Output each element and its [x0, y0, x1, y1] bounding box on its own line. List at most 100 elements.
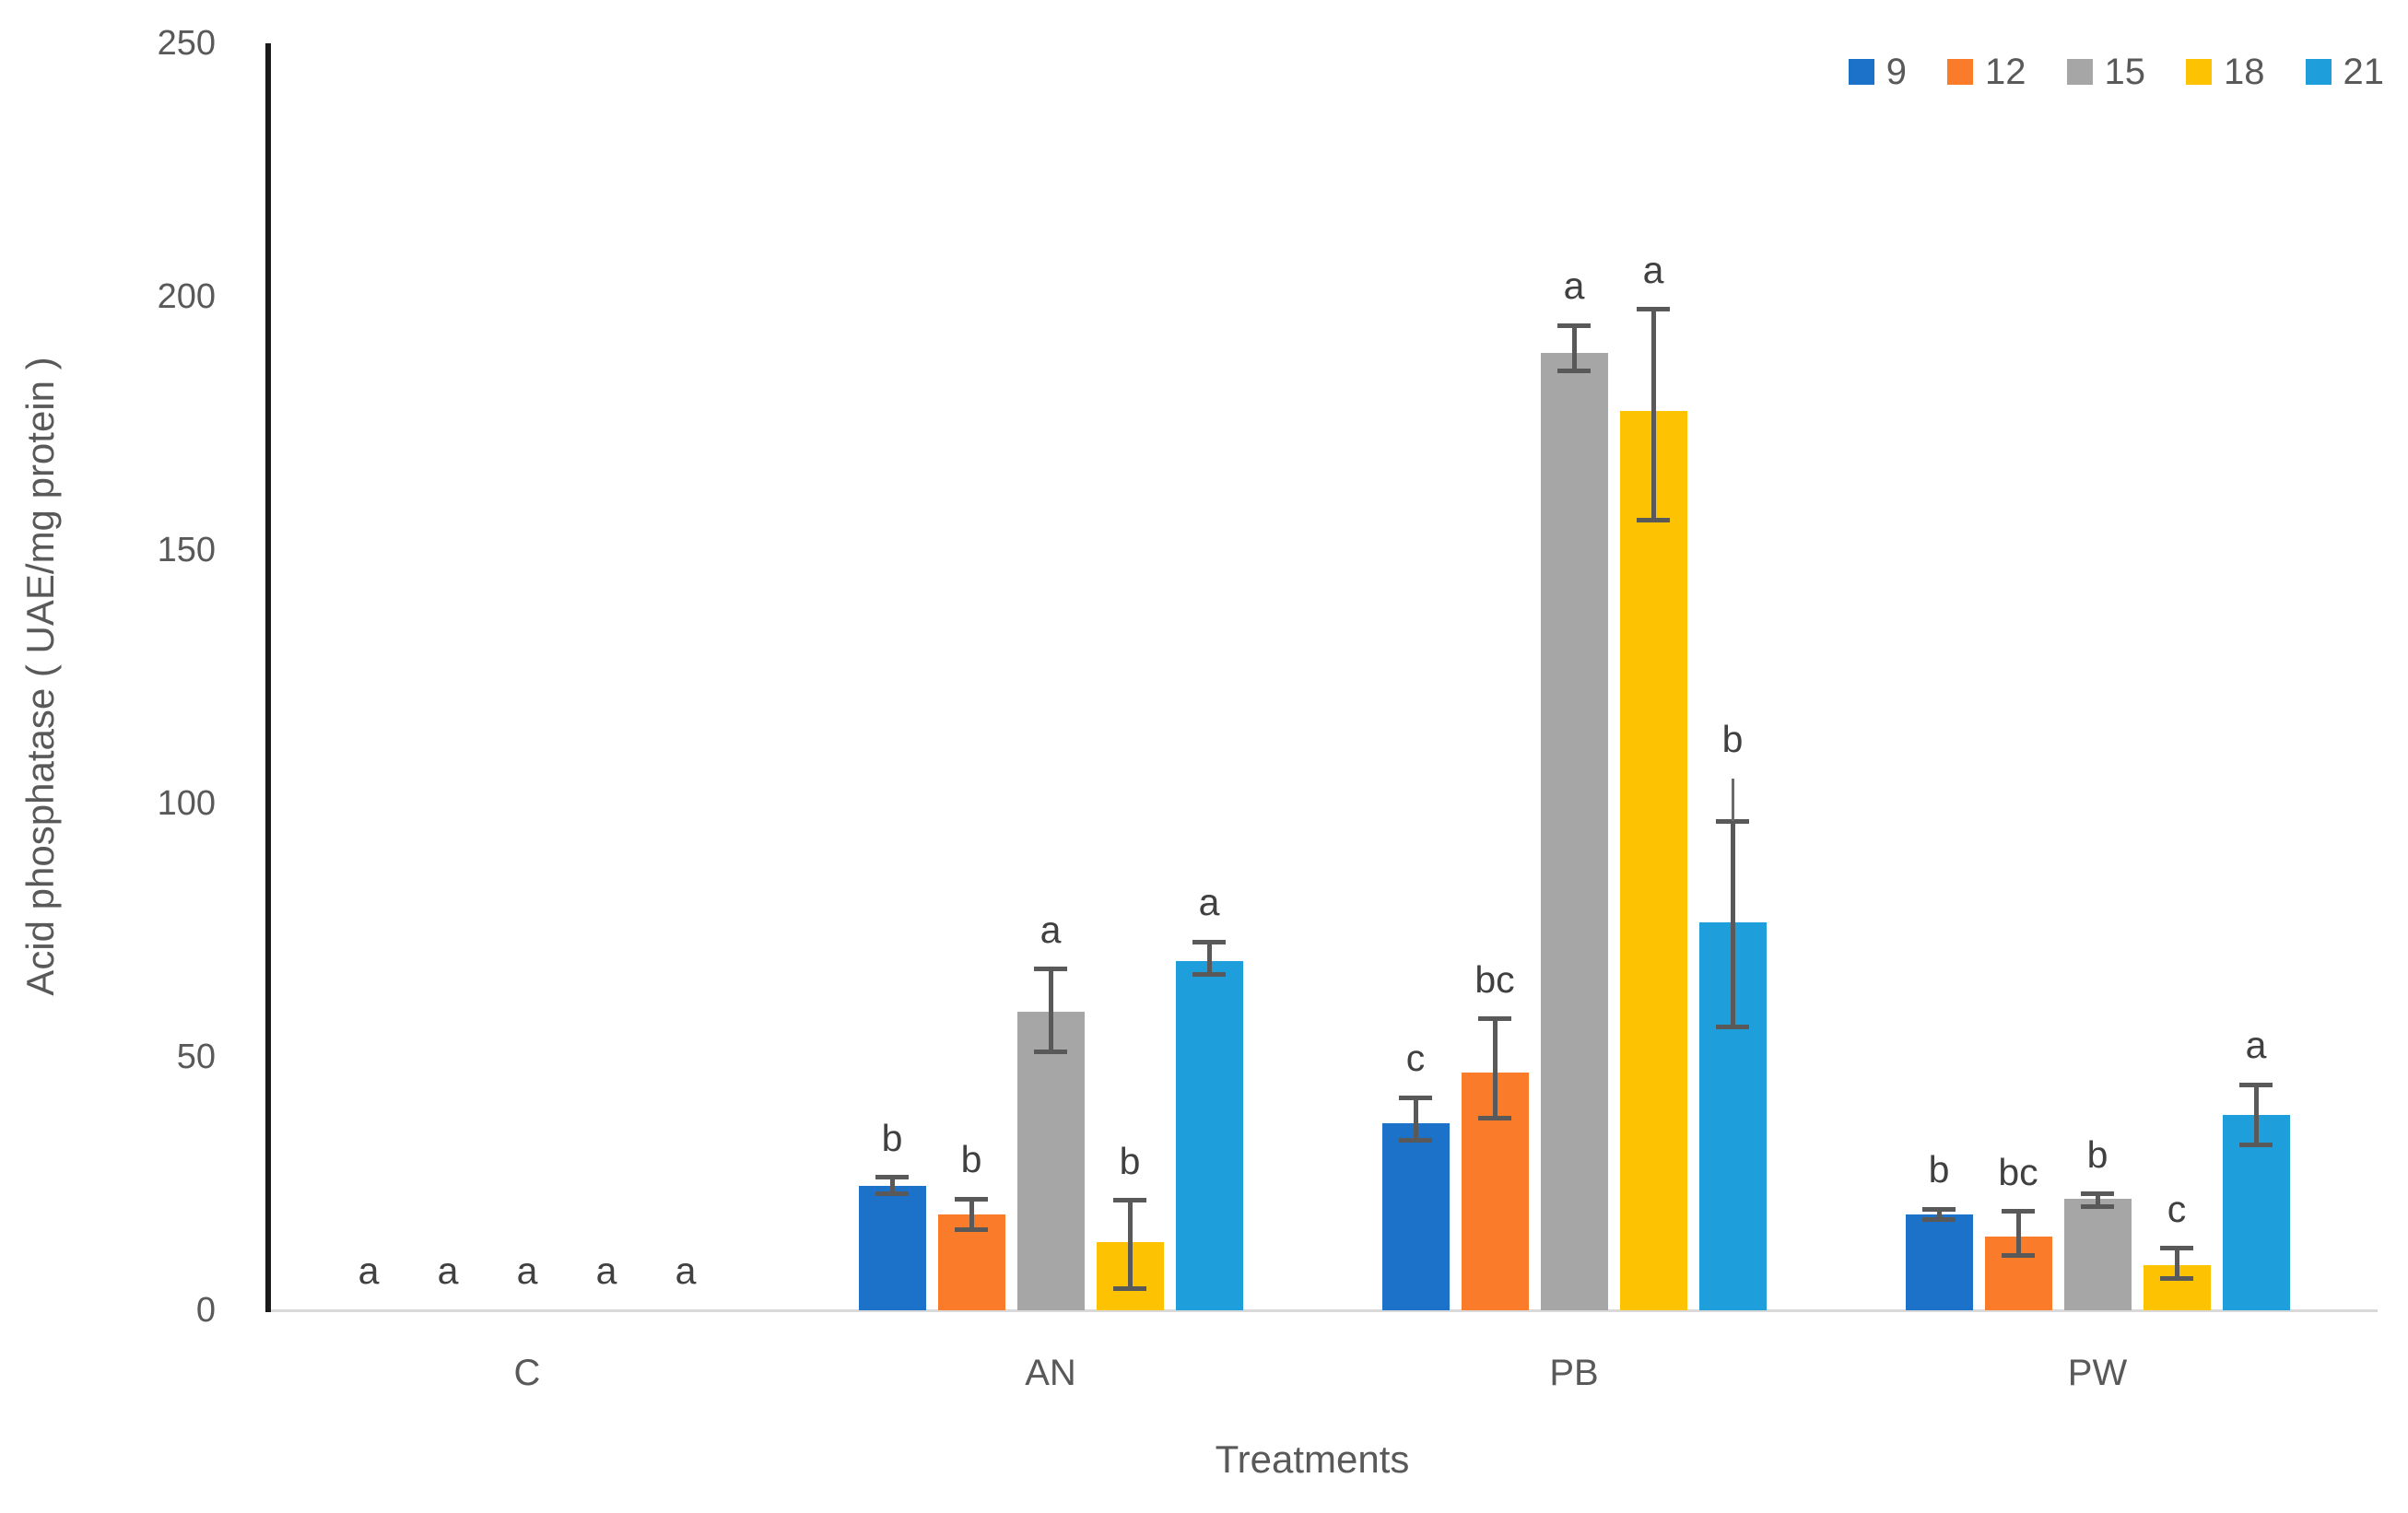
error-cap-top-PW-12 [2002, 1209, 2035, 1214]
sig-letter-PW-18: c [2167, 1187, 2187, 1230]
bar-slot-AN-15: a [1016, 43, 1085, 1310]
x-category-label-AN: AN [1025, 1353, 1076, 1393]
bar-slot-C-18: a [573, 43, 640, 1310]
error-bar-PB-21 [1730, 821, 1735, 1026]
bar-slot-AN-9: b [858, 43, 926, 1310]
error-cap-bottom-PB-18 [1637, 517, 1670, 522]
error-cap-top-AN-9 [875, 1175, 909, 1180]
error-bar-PB-12 [1492, 1018, 1498, 1118]
error-cap-bottom-AN-12 [955, 1226, 988, 1232]
sig-letter-C-21: a [675, 1249, 697, 1292]
bar-slot-PB-15: a [1540, 43, 1608, 1310]
sig-letter-PB-12: bc [1474, 957, 1515, 1001]
bar-slot-PW-12: bc [1984, 43, 2052, 1310]
legend: 9 12 15 18 21 [1848, 52, 2385, 92]
error-cap-top-PW-21 [2239, 1082, 2273, 1087]
x-axis-title: Treatments [1215, 1437, 1410, 1481]
error-cap-top-PB-15 [1557, 323, 1591, 328]
sig-letter-PB-18: a [1642, 248, 1664, 291]
bar-PB-18 [1619, 410, 1687, 1310]
sig-letter-PB-15: a [1563, 264, 1585, 308]
x-category-label-PW: PW [2067, 1353, 2128, 1393]
error-cap-top-PB-12 [1478, 1016, 1511, 1022]
sig-letter-PW-15: b [2086, 1132, 2108, 1176]
bar-group-PW: b bc b c a [1836, 43, 2359, 1310]
error-cap-bottom-PW-12 [2002, 1253, 2035, 1259]
error-cap-bottom-PB-9 [1399, 1138, 1432, 1144]
error-cap-bottom-PW-18 [2160, 1275, 2193, 1281]
legend-item-9: 9 [1848, 52, 1907, 92]
y-tick-250: 250 [157, 24, 216, 63]
y-tick-50: 50 [176, 1038, 216, 1076]
error-bar-PB-15 [1571, 325, 1577, 371]
sig-letter-PW-9: b [1928, 1148, 1950, 1190]
error-bar-PW-15 [2095, 1193, 2100, 1207]
error-cap-bottom-AN-15 [1034, 1050, 1067, 1054]
error-cap-top-AN-18 [1113, 1198, 1146, 1203]
error-cap-bottom-PW-9 [1922, 1216, 1956, 1222]
error-cap-bottom-PW-21 [2239, 1142, 2273, 1147]
plot-area: a a a a a b b a b a c bc a a b b bc b c a [265, 43, 2378, 1312]
bar-PW-9 [1905, 1214, 1973, 1310]
error-bar-AN-21 [1206, 942, 1212, 975]
sig-letter-C-12: a [437, 1249, 459, 1292]
error-cap-bottom-AN-21 [1192, 972, 1226, 978]
sig-letter-C-18: a [595, 1249, 617, 1292]
legend-swatch-icon-12 [1947, 59, 1973, 85]
legend-item-18: 18 [2186, 53, 2265, 90]
bar-slot-PW-9: b [1905, 43, 1973, 1310]
legend-item-15: 15 [2066, 53, 2145, 90]
sig-letter-C-9: a [358, 1249, 380, 1292]
y-tick-150: 150 [157, 531, 216, 569]
error-bar-PW-12 [2015, 1211, 2021, 1256]
error-cap-top-PW-18 [2160, 1246, 2193, 1251]
bar-slot-C-15: a [494, 43, 561, 1310]
bar-slot-PW-15: b [2063, 43, 2132, 1310]
sig-letter-AN-21: a [1198, 881, 1220, 924]
error-cap-bottom-PB-21 [1716, 1024, 1749, 1029]
legend-label-9: 9 [1885, 52, 1907, 92]
sig-letter-PB-21: b [1721, 717, 1744, 760]
bar-slot-AN-18: b [1096, 43, 1164, 1310]
sig-letter-PW-21: a [2245, 1024, 2267, 1067]
legend-swatch-icon-21 [2305, 59, 2332, 85]
error-bar-AN-18 [1127, 1200, 1133, 1289]
error-cap-bottom-PB-12 [1478, 1115, 1511, 1120]
sig-letter-AN-15: a [1040, 908, 1062, 951]
legend-swatch-icon-9 [1848, 59, 1874, 85]
error-cap-top-PB-21 [1716, 818, 1749, 824]
bar-slot-PB-18: a [1619, 43, 1687, 1310]
legend-label-21: 21 [2343, 52, 2385, 92]
error-cap-top-PB-18 [1637, 307, 1670, 312]
bar-PB-15 [1540, 352, 1608, 1310]
error-cap-bottom-PW-15 [2081, 1204, 2114, 1210]
y-tick-200: 200 [157, 277, 216, 316]
y-axis-ticks: 0 50 100 150 200 250 [0, 26, 249, 1328]
y-axis-line [265, 43, 271, 1312]
legend-label-18: 18 [2224, 52, 2265, 92]
bar-PW-15 [2063, 1199, 2132, 1310]
error-cap-top-AN-21 [1192, 939, 1226, 944]
sig-letter-AN-18: b [1119, 1139, 1141, 1182]
bar-slot-C-12: a [415, 43, 482, 1310]
bar-slot-PB-12: bc [1461, 43, 1529, 1310]
sig-letter-PW-12: bc [1998, 1150, 2038, 1193]
error-cap-bottom-PB-15 [1557, 368, 1591, 373]
bar-slot-PB-9: c [1381, 43, 1450, 1310]
error-cap-bottom-AN-9 [875, 1191, 909, 1196]
error-bar-AN-9 [889, 1177, 895, 1194]
error-bar-PW-21 [2253, 1085, 2259, 1145]
bar-AN-21 [1175, 960, 1243, 1310]
y-tick-0: 0 [195, 1291, 216, 1330]
legend-item-12: 12 [1947, 53, 2026, 90]
bar-slot-AN-21: a [1175, 43, 1243, 1310]
error-whisker-ext-PB-21 [1731, 778, 1734, 822]
bar-AN-15 [1016, 1011, 1085, 1310]
bar-AN-9 [858, 1186, 926, 1310]
legend-label-12: 12 [1985, 52, 2026, 92]
bar-PW-21 [2222, 1115, 2290, 1310]
sig-letter-AN-12: b [960, 1138, 982, 1180]
bar-slot-C-21: a [652, 43, 720, 1310]
bar-slot-C-9: a [335, 43, 403, 1310]
